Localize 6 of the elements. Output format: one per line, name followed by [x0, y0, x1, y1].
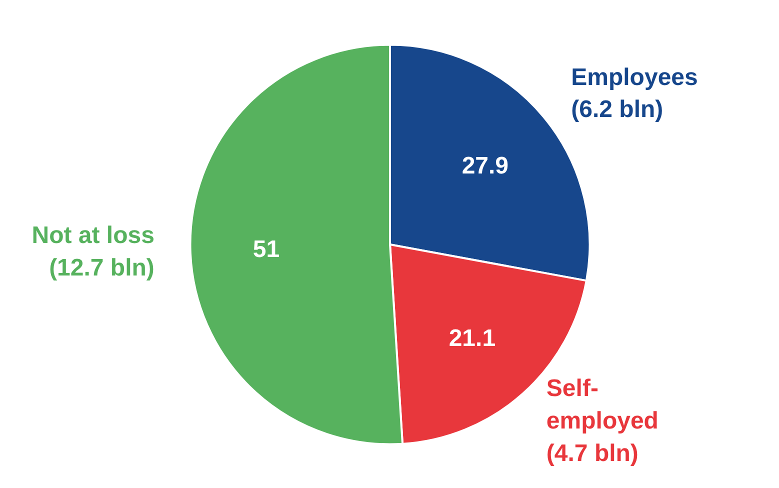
slice-label: Self- employed (4.7 bln) — [546, 375, 658, 467]
data-label: 27.9 — [462, 152, 509, 180]
data-label: 51 — [252, 236, 280, 263]
slice-label: Not at loss (12.7 bln) — [32, 222, 154, 282]
slice-label: Employees (6.2 bln) — [571, 64, 698, 124]
data-label: 21.1 — [448, 324, 496, 352]
